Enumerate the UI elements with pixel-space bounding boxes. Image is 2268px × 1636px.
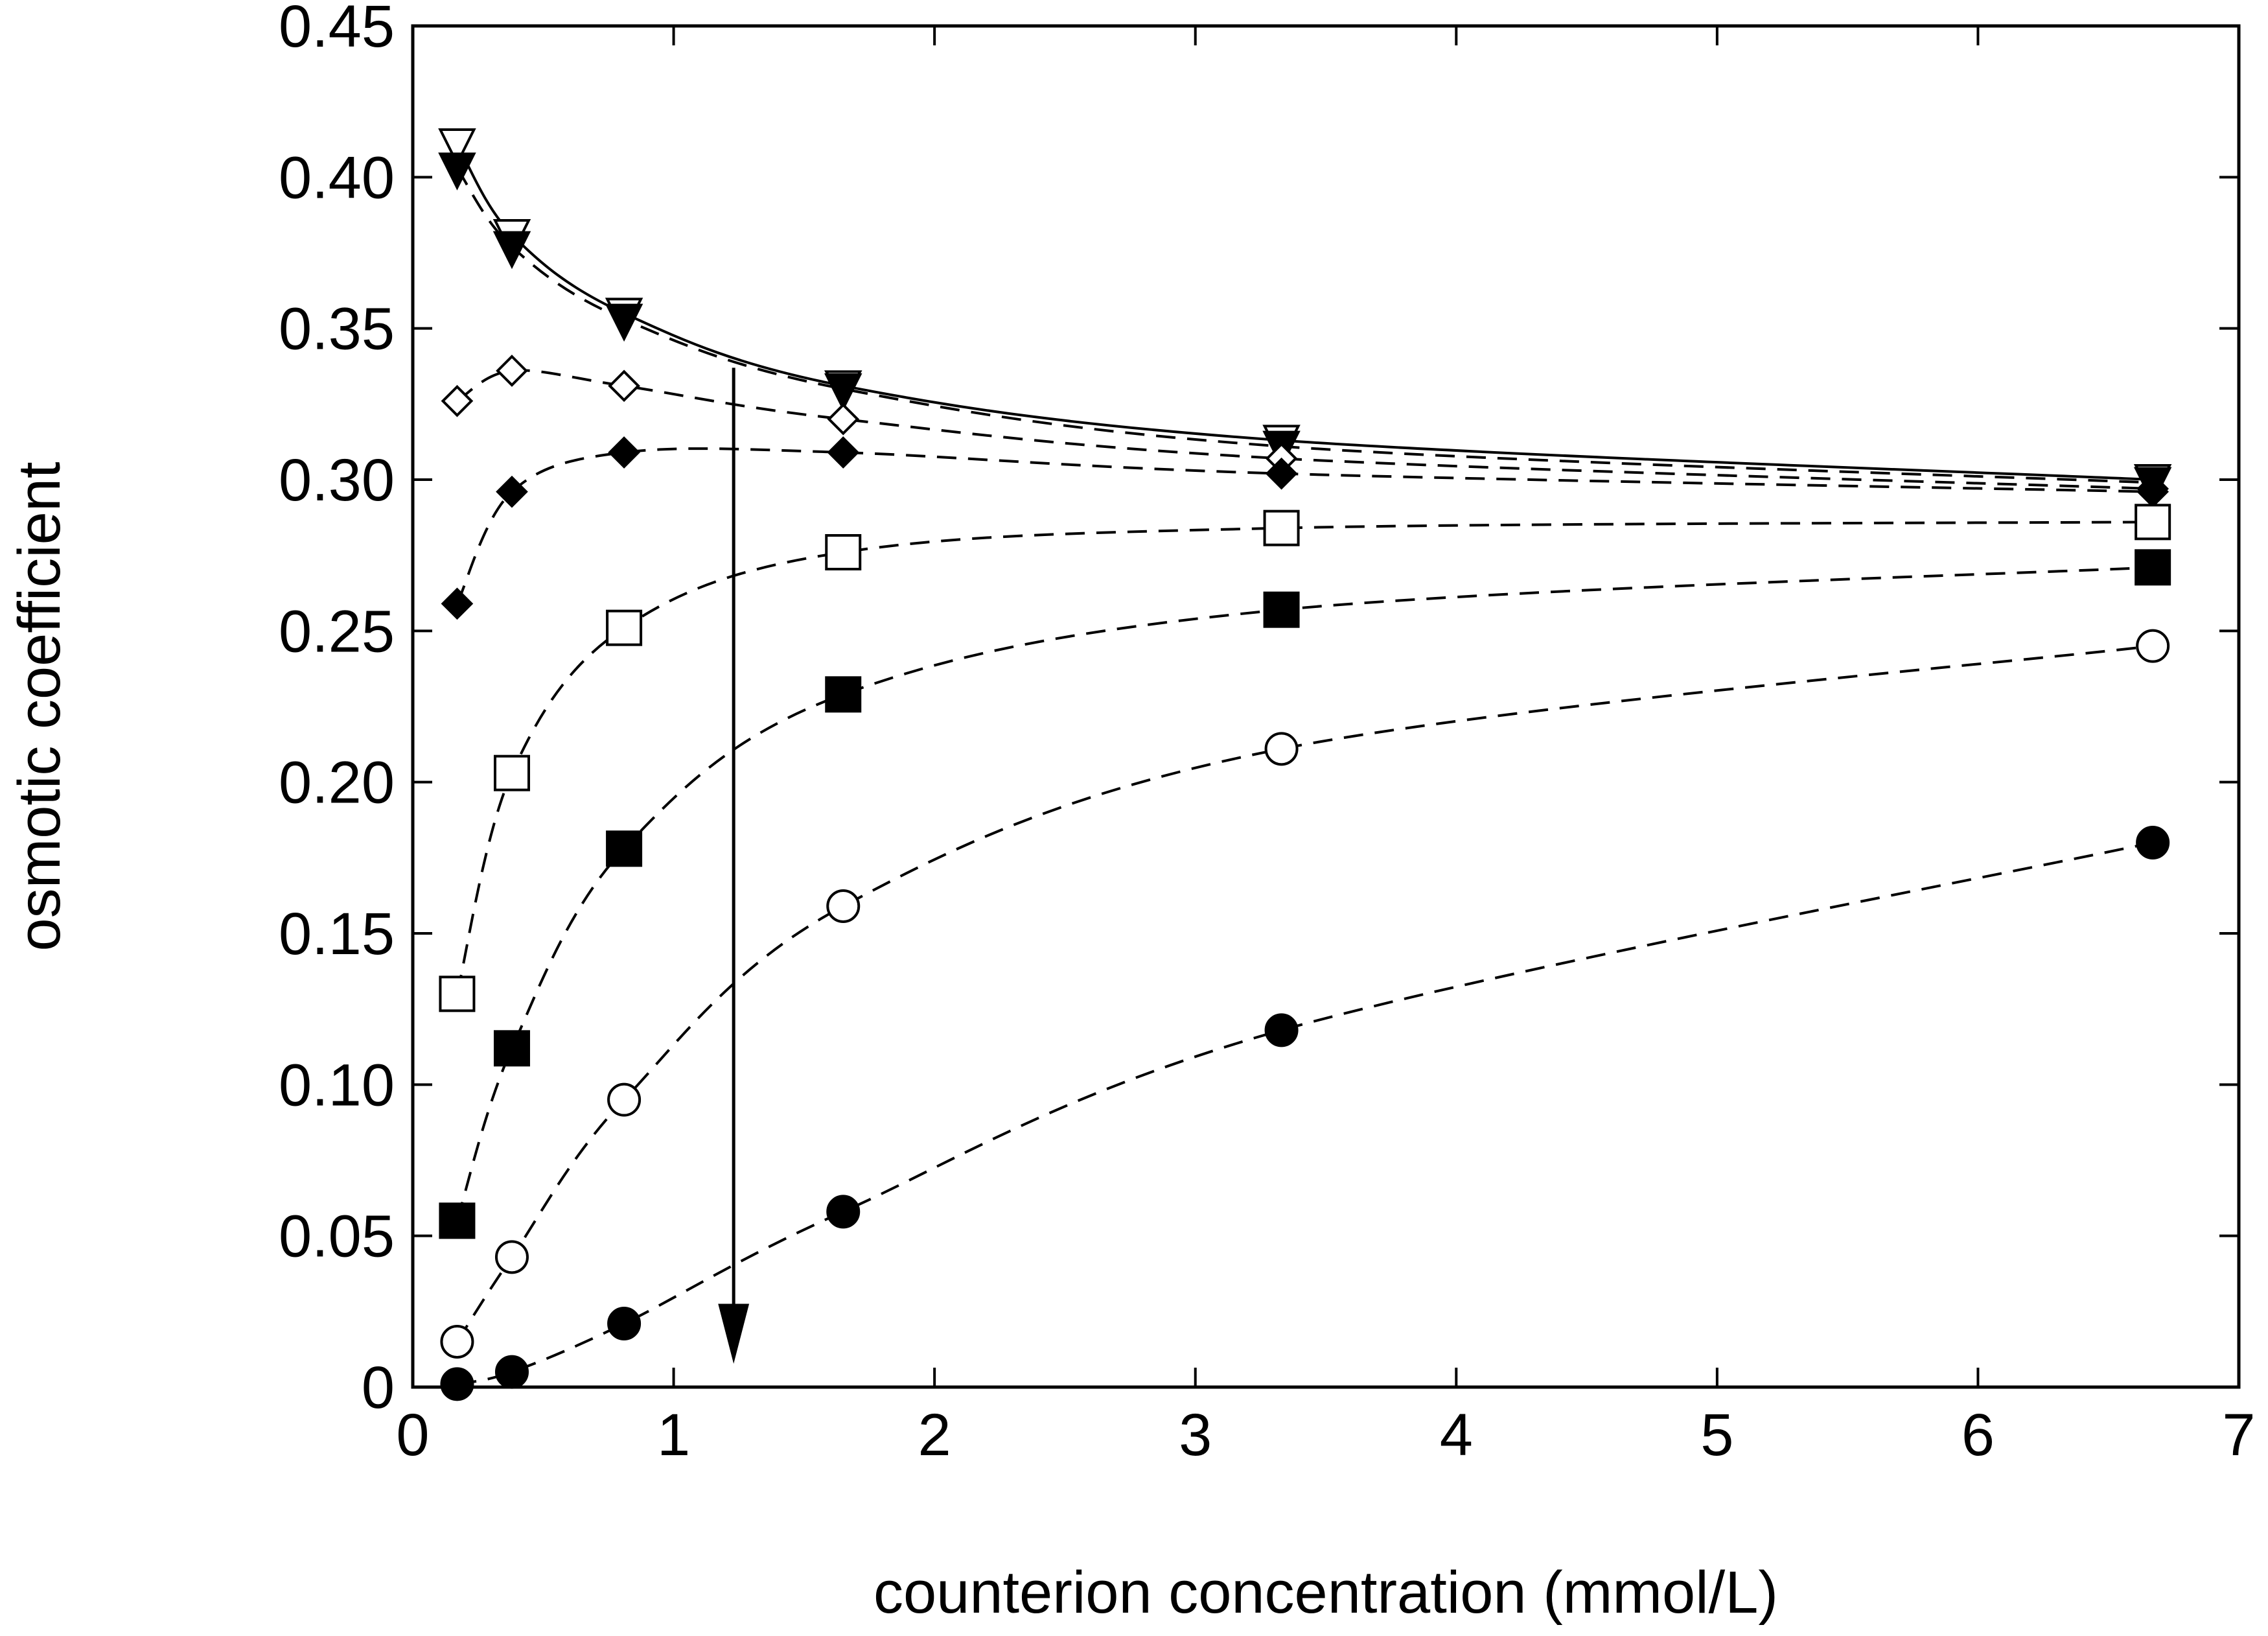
axis-ticks: 0 1 2 3 4 5 6 7 0 0.05 0.10 0.15 0.20 0.25 0.30 0.35 0.4… bbox=[279, 0, 2256, 1468]
y-tick-label: 0.05 bbox=[279, 1204, 395, 1270]
circle-filled-marker bbox=[607, 1307, 642, 1340]
x-tick-label: 6 bbox=[1961, 1402, 1995, 1468]
x-tick-label: 7 bbox=[2222, 1402, 2255, 1468]
y-tick-label: 0.45 bbox=[279, 0, 395, 60]
y-tick-label: 0.30 bbox=[279, 447, 395, 513]
circle-filled-marker bbox=[494, 1355, 529, 1389]
triangle-down-filled-marker bbox=[605, 303, 643, 342]
series-line-diamond-open bbox=[456, 369, 2153, 490]
circle-open-marker bbox=[1264, 732, 1299, 766]
series-markers bbox=[438, 128, 2172, 1401]
y-tick-label: 0.25 bbox=[279, 598, 395, 664]
arrow-head bbox=[718, 1303, 750, 1364]
square-filled-marker bbox=[606, 830, 643, 867]
series-line-diamond-filled bbox=[456, 447, 2153, 605]
y-tick-label: 0.10 bbox=[279, 1052, 395, 1118]
circle-filled-marker bbox=[2136, 826, 2170, 859]
y-tick-label: 0.15 bbox=[279, 901, 395, 967]
diamond-filled-marker bbox=[1265, 457, 1298, 490]
x-tick-label: 5 bbox=[1700, 1402, 1733, 1468]
square-filled-marker bbox=[1263, 591, 1300, 628]
x-tick-label: 4 bbox=[1440, 1402, 1473, 1468]
y-tick-label: 0.40 bbox=[279, 145, 395, 211]
annotations bbox=[718, 368, 750, 1364]
diamond-open-marker bbox=[441, 384, 474, 417]
diamond-filled-marker bbox=[441, 587, 474, 620]
circle-open-marker bbox=[494, 1240, 529, 1274]
square-open-marker bbox=[825, 534, 862, 570]
diamond-filled-marker bbox=[608, 436, 640, 469]
diamond-open-marker bbox=[827, 403, 860, 436]
square-filled-marker bbox=[439, 1202, 476, 1239]
square-open-marker bbox=[1263, 509, 1300, 546]
circle-filled-marker bbox=[826, 1195, 861, 1229]
circle-open-marker bbox=[2136, 629, 2170, 663]
square-open-marker bbox=[2135, 504, 2171, 541]
square-open-marker bbox=[493, 754, 530, 791]
square-filled-marker bbox=[825, 676, 862, 713]
x-tick-label: 3 bbox=[1179, 1402, 1212, 1468]
series-line-circle-filled bbox=[457, 841, 2153, 1386]
triangle-down-filled-marker bbox=[824, 373, 862, 412]
diamond-filled-marker bbox=[827, 436, 860, 469]
plot-frame bbox=[411, 24, 2241, 1389]
square-open-marker bbox=[606, 609, 643, 646]
y-axis-title: osmotic coefficient bbox=[6, 462, 73, 951]
circle-open-marker bbox=[607, 1082, 642, 1117]
circle-filled-marker bbox=[1264, 1013, 1299, 1047]
series-line-triangle-down-open bbox=[456, 143, 2153, 481]
circle-filled-marker bbox=[440, 1367, 474, 1401]
x-tick-label: 2 bbox=[918, 1402, 951, 1468]
triangle-down-filled-marker bbox=[492, 231, 531, 270]
x-tick-label: 1 bbox=[657, 1402, 690, 1468]
y-tick-label: 0.20 bbox=[279, 750, 395, 816]
y-tick-label: 0 bbox=[362, 1355, 395, 1421]
triangle-down-open-marker bbox=[438, 128, 476, 167]
circle-open-marker bbox=[440, 1325, 474, 1359]
x-axis-title: counterion concentration (mmol/L) bbox=[874, 1560, 1778, 1626]
diamond-filled-marker bbox=[496, 475, 528, 508]
circle-open-marker bbox=[826, 889, 861, 923]
series-line-square-filled bbox=[456, 566, 2153, 1221]
square-filled-marker bbox=[2135, 549, 2171, 586]
diamond-open-marker bbox=[608, 369, 640, 403]
series-curves bbox=[456, 143, 2153, 1386]
series-line-triangle-down-filled bbox=[456, 167, 2153, 484]
series-line-circle-open bbox=[456, 644, 2153, 1343]
square-filled-marker bbox=[493, 1030, 530, 1067]
square-open-marker bbox=[439, 976, 476, 1012]
triangle-down-filled-marker bbox=[438, 152, 476, 191]
x-tick-label: 0 bbox=[396, 1402, 429, 1468]
y-tick-label: 0.35 bbox=[279, 296, 395, 362]
diamond-open-marker bbox=[496, 355, 528, 387]
